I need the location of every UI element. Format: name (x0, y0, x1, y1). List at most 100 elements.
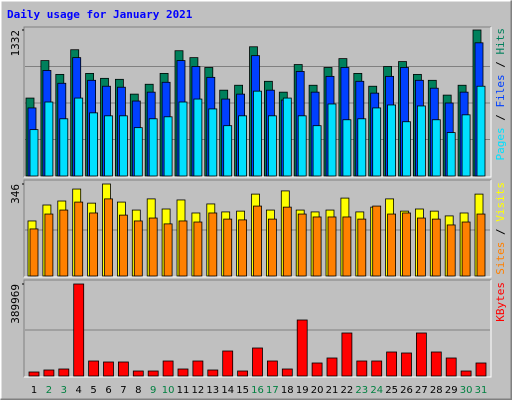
x-tick-label: 26 (400, 385, 413, 396)
x-tick-label: 12 (192, 385, 205, 396)
x-tick-label: 7 (120, 385, 126, 396)
bar (431, 218, 441, 277)
bar (296, 319, 308, 377)
legend-entry: KBytes (494, 282, 507, 322)
bar (133, 220, 143, 277)
bar (401, 352, 412, 377)
bar (223, 218, 233, 277)
bar (475, 362, 487, 377)
panel-bevel-dark (23, 279, 491, 377)
x-tick-label: 10 (162, 385, 175, 396)
x-tick-label: 22 (341, 385, 354, 396)
x-tick-label: 6 (105, 385, 111, 396)
bar (178, 101, 188, 177)
legend-entry: Visits (494, 182, 507, 222)
bar (327, 216, 337, 277)
y-tick-label: 389969 (9, 284, 22, 324)
bar (342, 216, 352, 277)
bar (148, 118, 158, 177)
bar (342, 119, 352, 177)
panel-bevel-dark (23, 26, 491, 177)
x-tick-label: 5 (90, 385, 96, 396)
bar (59, 209, 69, 277)
x-tick-label: 14 (221, 385, 234, 396)
bar (59, 118, 69, 177)
bar (311, 362, 323, 377)
bar (445, 357, 457, 377)
x-tick-label: 28 (430, 385, 443, 396)
legend-separator: / (494, 108, 507, 128)
x-tick-label: 8 (135, 385, 141, 396)
bar (357, 118, 367, 177)
legend-entry: Hits (494, 28, 507, 55)
x-tick-label: 15 (236, 385, 249, 396)
bar (58, 368, 70, 377)
x-tick-label: 1 (31, 385, 37, 396)
x-tick-label: 3 (61, 385, 67, 396)
bar (29, 129, 39, 177)
bar (119, 115, 128, 177)
x-tick-label: 17 (266, 385, 279, 396)
bar (461, 221, 471, 277)
bar (147, 370, 159, 377)
bar (430, 351, 442, 377)
bar (74, 201, 84, 277)
bar (89, 212, 98, 277)
chart-title: Daily usage for January 2021 (7, 8, 193, 21)
bar (341, 332, 353, 377)
panel-bevel-dark (23, 179, 491, 277)
bar (44, 213, 54, 277)
bar (415, 332, 427, 377)
bar (461, 114, 471, 177)
legend-entry: Files (494, 74, 507, 107)
bar (282, 97, 292, 177)
bar (208, 212, 218, 277)
x-tick-label: 24 (370, 385, 383, 396)
bar (237, 370, 249, 377)
panel-bevel-light (24, 280, 492, 378)
legend-entry: Pages (494, 127, 507, 160)
bar (29, 228, 39, 277)
bar (178, 220, 188, 277)
series-legend: Pages / Files / Hits (494, 28, 507, 161)
bar (88, 360, 99, 377)
bar (238, 115, 248, 177)
y-tick-label: 346 (9, 184, 22, 204)
x-tick-label: 20 (311, 385, 324, 396)
legend-separator: / (494, 55, 507, 75)
bar (119, 214, 128, 277)
bar (372, 205, 382, 277)
bar (222, 350, 234, 377)
bar (163, 116, 173, 177)
bar (267, 115, 277, 177)
x-tick-label: 29 (445, 385, 458, 396)
bar (326, 357, 338, 377)
x-tick-label: 30 (460, 385, 473, 396)
bar (207, 369, 219, 377)
series-legend: KBytes (494, 282, 507, 322)
bar (372, 107, 382, 177)
bar (132, 370, 144, 377)
legend-entry: Sites (494, 242, 507, 275)
x-tick-label: 27 (415, 385, 428, 396)
x-tick-label: 21 (326, 385, 339, 396)
bar (43, 369, 55, 377)
bar (253, 90, 262, 177)
bar (103, 361, 114, 377)
bar (163, 223, 173, 277)
bar (104, 198, 113, 277)
bar (74, 97, 84, 177)
bar (416, 217, 426, 277)
bar (266, 360, 278, 377)
x-tick-label: 25 (385, 385, 398, 396)
bar (104, 115, 113, 177)
x-tick-label: 4 (76, 385, 82, 396)
bar (73, 283, 85, 377)
x-tick-label: 16 (251, 385, 264, 396)
bar (312, 125, 322, 177)
bar (386, 351, 398, 377)
bar (312, 216, 322, 277)
bar (118, 361, 129, 377)
